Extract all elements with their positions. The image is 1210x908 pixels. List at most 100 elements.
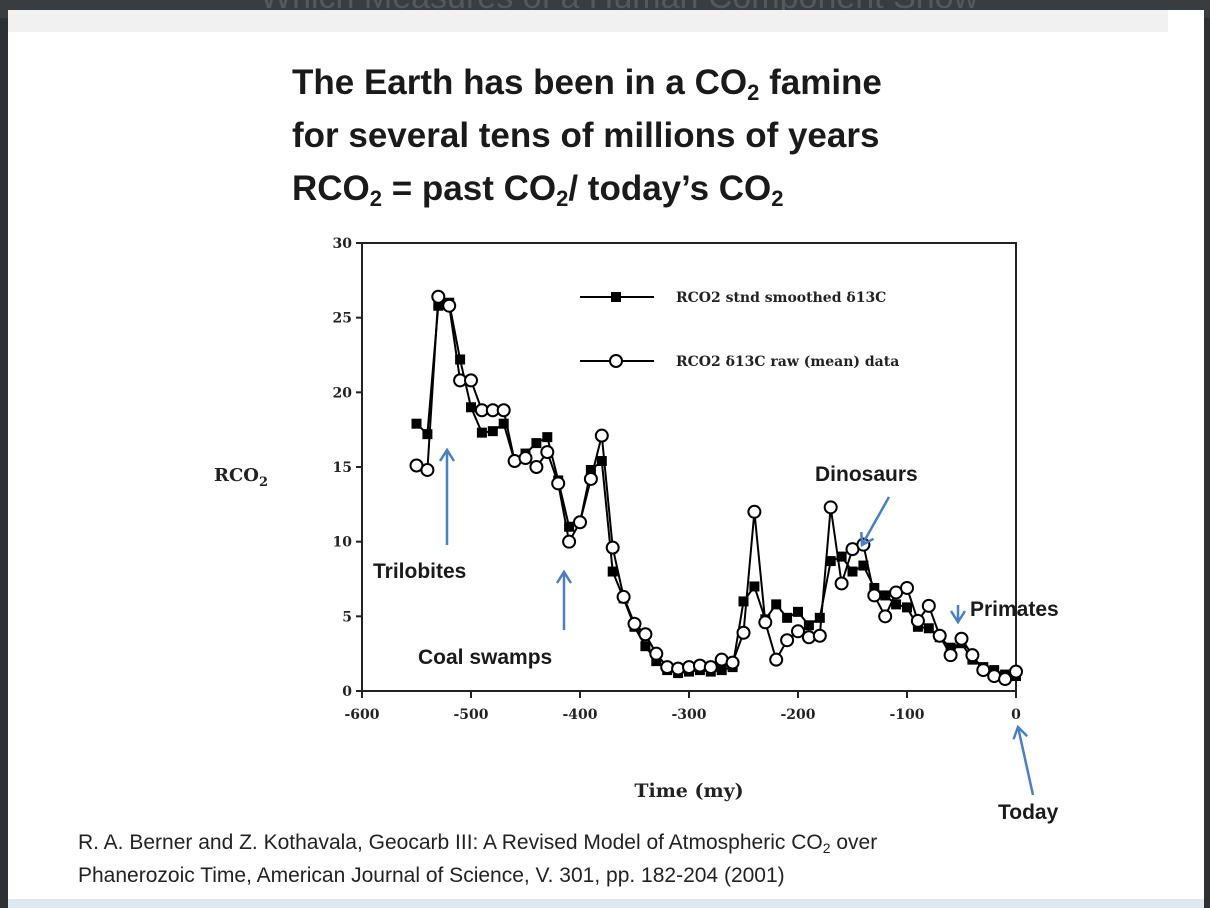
data-point-square <box>793 606 803 617</box>
data-point-square <box>836 551 847 562</box>
data-point-square <box>476 427 487 438</box>
data-point-square <box>782 612 793 623</box>
data-point-circle <box>551 476 566 491</box>
data-point-square <box>891 599 902 610</box>
legend-label: RCO2 δ13C raw (mean) data <box>676 354 899 370</box>
data-point-circle <box>867 588 882 603</box>
data-point-circle <box>442 298 457 313</box>
y-tick-label: 10 <box>333 535 353 551</box>
data-point-circle <box>649 646 664 661</box>
legend-entry: RCO2 δ13C raw (mean) data <box>580 354 899 370</box>
slide-top-band <box>8 10 1168 32</box>
slide <box>8 10 1204 902</box>
subscript: 2 <box>556 186 569 211</box>
legend-marker <box>609 354 623 368</box>
data-point-square <box>651 656 662 667</box>
annotation-label: Today <box>998 801 1059 824</box>
data-point-circle <box>1009 664 1023 679</box>
subscript: 2 <box>747 80 760 105</box>
legend: RCO2 stnd smoothed δ13C RCO2 δ13C raw (me… <box>580 290 899 370</box>
data-point-square <box>564 521 575 532</box>
x-tick-label: -400 <box>562 707 597 723</box>
data-point-square <box>466 402 476 413</box>
annotation-coal-swamps: Coal swamps <box>418 569 573 669</box>
x-tick-label: -300 <box>671 707 706 723</box>
data-point-circle <box>965 648 980 663</box>
annotation-trilobites: Trilobites <box>373 447 466 583</box>
annotation-label: Trilobites <box>373 560 466 583</box>
data-point-circle <box>627 616 642 631</box>
title-line: The Earth has been in a CO2 famine <box>292 63 882 105</box>
x-tick-label: -600 <box>344 707 379 723</box>
arrow-head <box>949 610 967 625</box>
y-tick-label: 15 <box>333 460 352 476</box>
data-point-square <box>923 623 934 634</box>
data-point-circle <box>518 451 533 466</box>
data-point-circle <box>420 462 435 477</box>
x-axis-label: Time (my) <box>634 780 743 802</box>
annotations: Trilobites Coal swamps Dinosaurs Primates To… <box>373 447 1059 824</box>
data-point-circle <box>725 655 740 670</box>
data-point-circle <box>736 625 751 640</box>
subscript: 2 <box>369 186 383 211</box>
data-point-circle <box>496 403 511 418</box>
subscript: 2 <box>822 840 831 856</box>
data-point-circle <box>954 631 969 646</box>
data-point-square <box>738 596 749 607</box>
title-line: RCO2 = past CO2/ today’s CO2 <box>292 169 784 211</box>
data-point-circle <box>616 589 631 604</box>
data-point-square <box>825 556 836 567</box>
data-point-square <box>945 642 956 653</box>
slide-bottom-bar <box>8 899 1204 908</box>
data-point-square <box>814 612 825 623</box>
arrow-shaft <box>1016 726 1035 796</box>
title-line: for several tens of millions of years <box>292 116 880 155</box>
data-point-circle <box>573 515 587 530</box>
slide-title: The Earth has been in a CO2 famine for s… <box>292 56 882 215</box>
citation: R. A. Berner and Z. Kothavala, Geocarb I… <box>78 826 877 892</box>
data-point-circle <box>769 652 784 667</box>
y-tick-label: 5 <box>342 609 352 625</box>
data-point-circle <box>943 648 958 663</box>
subscript: 2 <box>771 186 784 211</box>
data-point-circle <box>540 445 555 460</box>
data-point-circle <box>758 615 773 630</box>
data-point-square <box>902 602 912 613</box>
data-point-square <box>607 566 618 577</box>
legend-marker <box>611 292 621 302</box>
data-point-circle <box>431 289 446 304</box>
data-point-square <box>498 418 509 429</box>
x-tick-label: 0 <box>1011 707 1021 723</box>
data-point-square <box>869 582 880 593</box>
annotation-label: Dinosaurs <box>815 463 918 486</box>
legend-label: RCO2 stnd smoothed δ13C <box>676 290 886 306</box>
data-point-circle <box>791 624 805 639</box>
data-point-circle <box>812 628 827 643</box>
data-point-square <box>771 599 782 610</box>
data-point-square <box>880 590 891 601</box>
data-point-circle <box>976 663 991 678</box>
data-point-circle <box>921 598 936 613</box>
data-point-square <box>411 418 422 429</box>
arrow-head <box>555 569 573 584</box>
y-tick-label: 25 <box>333 311 352 327</box>
arrow-head <box>860 531 875 548</box>
data-point-square <box>542 432 553 443</box>
data-point-circle <box>878 609 893 624</box>
data-point-circle <box>594 428 609 443</box>
annotation-primates: Primates <box>949 598 1059 625</box>
citation-line: Phanerozoic Time, American Journal of Sc… <box>78 864 785 887</box>
data-point-circle <box>910 613 925 628</box>
data-point-circle <box>605 540 620 555</box>
citation-line: R. A. Berner and Z. Kothavala, Geocarb I… <box>78 831 878 856</box>
data-point-square <box>487 426 498 437</box>
axis-ticks: -600 -500 -400 -300 -200 -100 0 0 5 10 15 20 25 30 <box>333 236 1022 723</box>
data-point-square <box>531 438 542 449</box>
data-point-circle <box>900 580 914 595</box>
data-point-square <box>422 429 433 440</box>
data-point-circle <box>998 672 1013 687</box>
data-point-square <box>640 641 651 652</box>
arrow-shaft <box>860 496 891 546</box>
legend-entry: RCO2 stnd smoothed δ13C <box>580 290 886 306</box>
